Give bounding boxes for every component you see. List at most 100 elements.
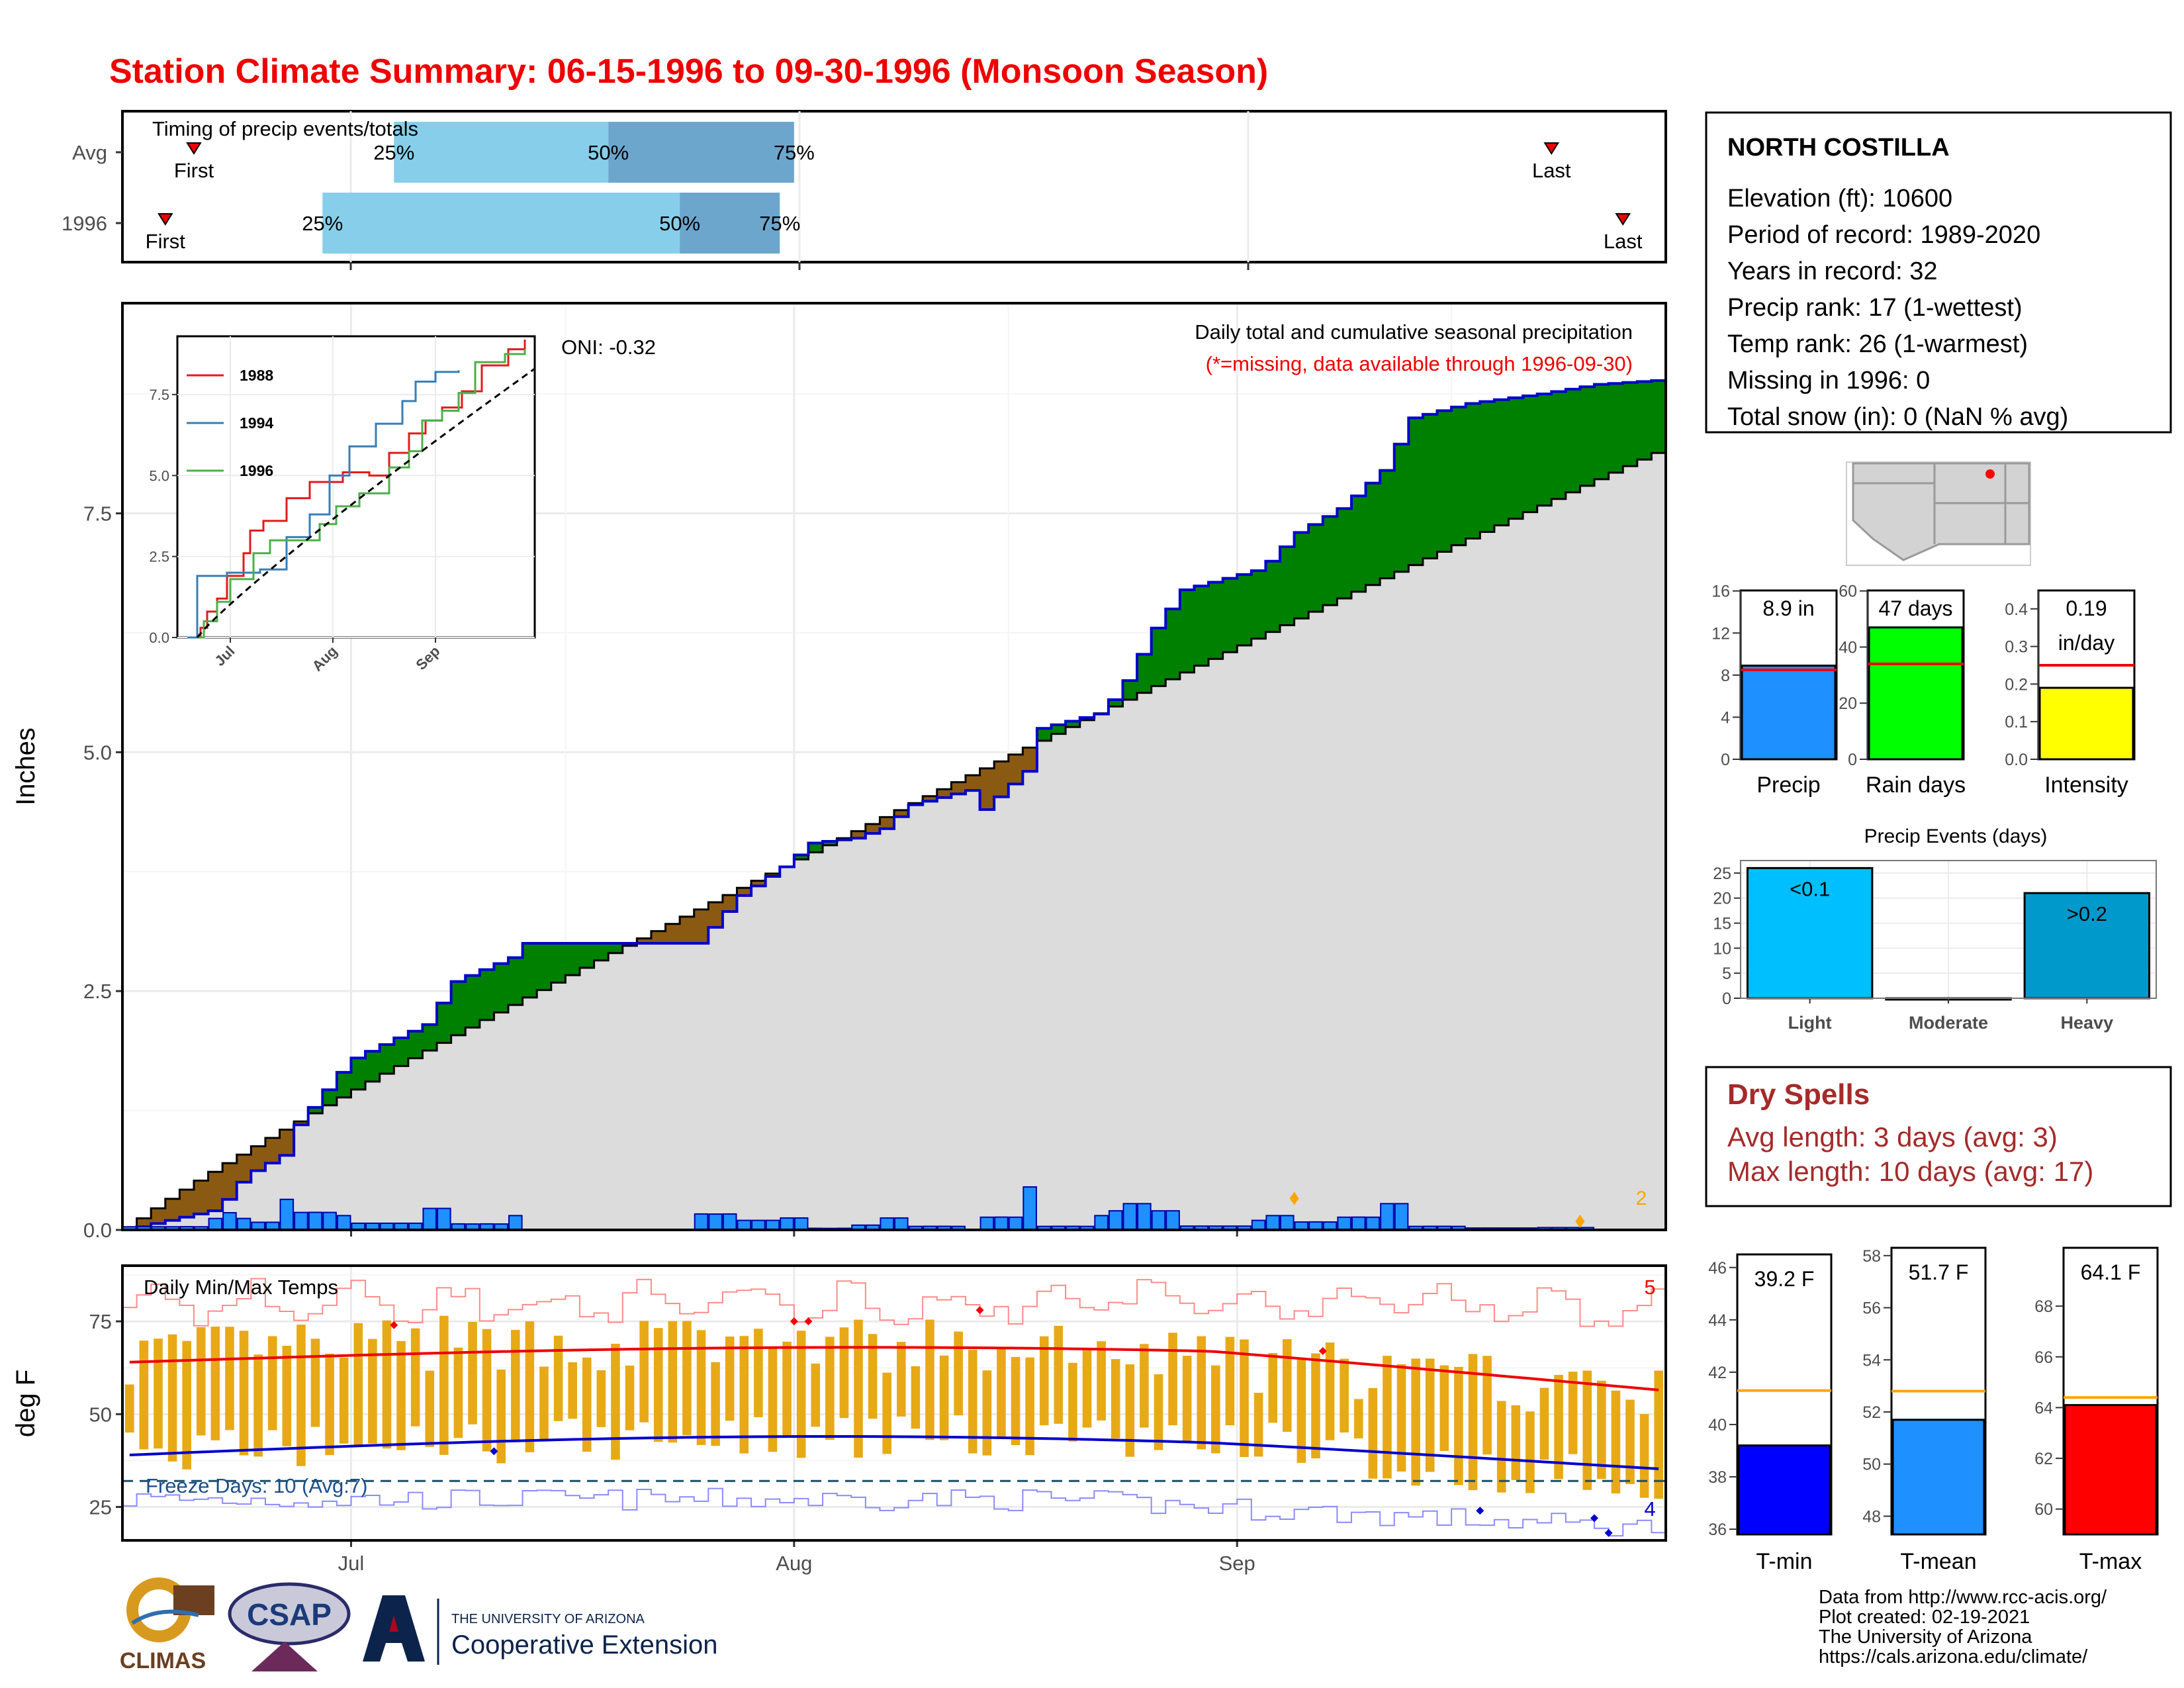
- daily-precip-bar: [437, 1207, 451, 1231]
- daily-temp-bar: [182, 1340, 191, 1470]
- average-low-line: [129, 1434, 1659, 1470]
- observed-cumulative-line: [122, 379, 1667, 1231]
- timing-q25-q50-bar: [394, 122, 609, 183]
- credit-line: Plot created: 02-19-2021: [1819, 1607, 2030, 1628]
- daily-temp-bar: [882, 1372, 891, 1454]
- inset-legend-label: 1996: [240, 462, 273, 479]
- daily-temp-bar: [225, 1327, 234, 1430]
- daily-temp-bar: [1639, 1414, 1649, 1498]
- precip-y-tick-label: 2.5: [83, 980, 112, 1003]
- x-tick-label: Jul: [338, 1552, 365, 1575]
- temp-summary-tick-label: 38: [1708, 1468, 1727, 1487]
- credit-line: Data from http://www.rcc-acis.org/: [1819, 1587, 2107, 1608]
- dry-spells-box: [1705, 1066, 2172, 1207]
- record-low-line: [122, 1487, 1666, 1537]
- daily-temp-bar: [997, 1348, 1006, 1438]
- temp-summary-tick-label: 42: [1708, 1364, 1727, 1382]
- daily-temp-bar: [1383, 1356, 1392, 1479]
- precip-frame: [121, 302, 1667, 1231]
- daily-precip-bar: [208, 1217, 223, 1231]
- daily-temp-bar: [639, 1321, 649, 1423]
- temp-summary-value: 39.2 F: [1754, 1267, 1815, 1291]
- daily-temp-bar: [339, 1357, 349, 1444]
- timing-q25-label: 25%: [373, 141, 414, 164]
- daily-precip-bar: [336, 1215, 351, 1231]
- temp-frame: [121, 1264, 1667, 1542]
- ua-big-text: Cooperative Extension: [451, 1630, 717, 1660]
- summary-bar-label: Intensity: [2044, 773, 2128, 798]
- daily-temp-bar: [267, 1336, 277, 1430]
- daily-temp-bar: [682, 1321, 692, 1436]
- daily-precip-bar: [979, 1216, 995, 1231]
- daily-precip-bar: [722, 1213, 737, 1231]
- last-event-label: Last: [1604, 230, 1643, 253]
- daily-temp-bar: [1311, 1353, 1320, 1459]
- inset-y-tick-label: 5.0: [149, 467, 169, 484]
- daily-temp-bar: [1111, 1359, 1120, 1438]
- locator-map: [1846, 461, 2031, 566]
- daily-temp-bar: [1454, 1366, 1463, 1485]
- above-normal-area: [122, 379, 1666, 1231]
- daily-precip-bar: [1122, 1203, 1138, 1231]
- temp-summary-bars: 39.2 F 36 38 40 42 44 46 T-min 51.7 F 48 50 52 54 56 5…: [1708, 1246, 2159, 1574]
- daily-temp-bar: [897, 1342, 906, 1417]
- climas-logo: CLIMAS: [120, 1577, 214, 1673]
- summary-bar-value: 8.9 in: [1762, 596, 1814, 620]
- temp-summary-bar: [1737, 1444, 1831, 1536]
- daily-temp-bar: [1368, 1387, 1378, 1479]
- temp-y-tick-label: 50: [89, 1403, 112, 1426]
- precip-events-panel: Precip Events (days) <0.1 Light Moderate >0…: [1713, 825, 2157, 1033]
- inset-y-tick-label: 0.0: [149, 630, 169, 646]
- summary-bar: [2038, 686, 2134, 761]
- daily-temp-bar: [939, 1355, 949, 1440]
- daily-precip-bar: [422, 1207, 437, 1231]
- station-info: NORTH COSTILLA Elevation (ft): 10600 Peri…: [1705, 111, 2172, 434]
- events-title: Precip Events (days): [1864, 825, 2048, 847]
- record-high-marker: [804, 1317, 813, 1326]
- daily-temp-bar: [1283, 1339, 1292, 1432]
- daily-temp-bar: [596, 1370, 606, 1427]
- high-count: 5: [1644, 1276, 1655, 1299]
- missing-marker: [1575, 1214, 1585, 1229]
- freeze-days-label: Freeze Days: 10 (Avg:7): [146, 1474, 367, 1497]
- daily-temp-bar: [196, 1327, 206, 1436]
- daily-temp-bar: [1554, 1375, 1563, 1479]
- daily-precip-bar: [508, 1215, 523, 1231]
- dry-spells-title: Dry Spells: [1727, 1078, 1870, 1111]
- station-detail-line: Elevation (ft): 10600: [1727, 185, 1952, 212]
- daily-temp-bar: [925, 1319, 934, 1440]
- ua-small-text: THE UNIVERSITY OF ARIZONA: [451, 1612, 645, 1626]
- daily-temp-bar: [1482, 1356, 1492, 1455]
- record-low-marker: [490, 1447, 498, 1456]
- map-states: [1852, 462, 2030, 561]
- last-event-label: Last: [1532, 159, 1571, 182]
- events-bar-label: >0.2: [2067, 902, 2107, 925]
- daily-temp-bar: [1511, 1405, 1521, 1480]
- events-y-tick-label: 0: [1722, 990, 1731, 1008]
- daily-temp-bar: [511, 1329, 520, 1442]
- daily-temp-bar: [1353, 1399, 1363, 1438]
- daily-temp-bar: [525, 1321, 535, 1452]
- daily-precip-bar: [1394, 1203, 1409, 1231]
- summary-bar-tick-label: 0.2: [2005, 675, 2028, 694]
- daily-precip-bar: [1151, 1210, 1166, 1231]
- daily-temp-bar: [553, 1335, 563, 1421]
- summary-bar-label: Rain days: [1866, 773, 1966, 798]
- daily-temp-bar: [982, 1370, 992, 1456]
- daily-temp-bar: [668, 1321, 678, 1443]
- daily-temp-bar: [125, 1384, 134, 1433]
- events-chart: <0.1 Light Moderate >0.2 Heavy 0 5 10 15 20 25: [1713, 860, 2157, 1033]
- daily-temp-bar: [1211, 1365, 1220, 1454]
- credits: Data from http://www.rcc-acis.org/ Plot …: [1819, 1587, 2107, 1667]
- last-event-marker: [1543, 142, 1560, 155]
- daily-temp-bar: [496, 1369, 506, 1464]
- daily-temp-bar: [482, 1329, 492, 1452]
- daily-temp-bar: [425, 1370, 435, 1447]
- daily-precip-bar: [1380, 1203, 1394, 1231]
- summary-bar-tick-label: 0: [1721, 751, 1730, 769]
- record-high-marker: [976, 1306, 984, 1315]
- temp-chart: 25 50 75 Daily Min/Max Temps Freeze Days: …: [11, 1264, 1667, 1547]
- summary-bar: [1741, 665, 1837, 761]
- daily-temp-bar: [954, 1331, 963, 1416]
